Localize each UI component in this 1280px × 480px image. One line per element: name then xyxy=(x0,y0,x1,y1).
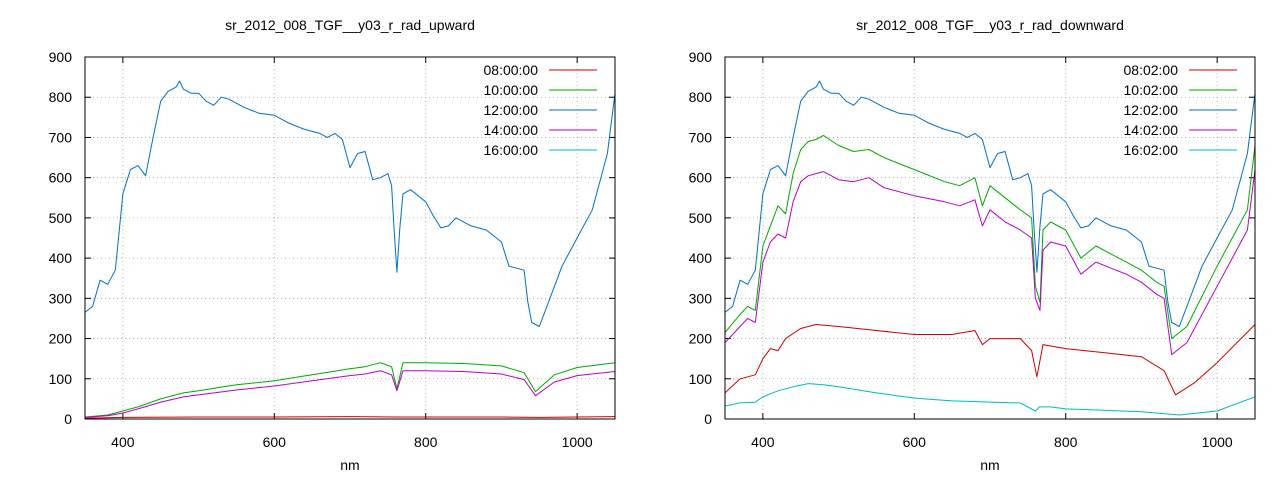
x-tick-label: 800 xyxy=(414,434,438,450)
y-tick-label: 600 xyxy=(689,170,713,186)
series-line xyxy=(725,324,1255,396)
series-group xyxy=(725,80,1255,416)
series-line xyxy=(85,370,615,418)
legend-label: 16:00:00 xyxy=(484,142,539,158)
series-line xyxy=(725,169,1255,356)
x-tick-label: 600 xyxy=(903,434,927,450)
x-tick-label: 400 xyxy=(751,434,775,450)
x-axis-label: nm xyxy=(340,457,359,473)
y-tick-label: 700 xyxy=(689,129,713,145)
y-tick-label: 300 xyxy=(49,290,73,306)
x-tick-label: 600 xyxy=(263,434,287,450)
legend-label: 16:02:00 xyxy=(1124,142,1179,158)
series-group xyxy=(85,80,615,419)
plot-frame xyxy=(84,56,616,420)
y-tick-label: 600 xyxy=(49,170,73,186)
legend-label: 10:00:00 xyxy=(484,82,539,98)
y-tick-label: 200 xyxy=(49,331,73,347)
series-line xyxy=(725,80,1255,327)
legend-label: 14:02:00 xyxy=(1124,122,1179,138)
chart-downward: sr_2012_008_TGF__y03_r_rad_downward nm 0… xyxy=(689,17,1256,473)
chart-title: sr_2012_008_TGF__y03_r_rad_upward xyxy=(225,17,475,33)
y-tick-label: 200 xyxy=(689,331,713,347)
chart-upward: sr_2012_008_TGF__y03_r_rad_upward nm 0 10… xyxy=(49,17,616,473)
y-tick-label: 300 xyxy=(689,290,713,306)
x-axis-label: nm xyxy=(980,457,999,473)
legend-label: 08:02:00 xyxy=(1124,62,1179,78)
chart-title: sr_2012_008_TGF__y03_r_rad_downward xyxy=(856,17,1124,33)
x-tick-label: 1000 xyxy=(1202,434,1233,450)
y-tick-label: 100 xyxy=(689,371,713,387)
y-tick-label: 700 xyxy=(49,129,73,145)
legend-label: 08:00:00 xyxy=(484,62,539,78)
series-line xyxy=(85,416,615,419)
y-tick-label: 100 xyxy=(49,371,73,387)
y-tick-label: 0 xyxy=(704,411,712,427)
x-tick-label: 400 xyxy=(111,434,135,450)
series-line xyxy=(85,362,615,418)
series-line xyxy=(725,134,1255,340)
legend-label: 12:00:00 xyxy=(484,102,539,118)
legend-label: 10:02:00 xyxy=(1124,82,1179,98)
y-tick-label: 900 xyxy=(49,49,73,65)
y-tick-label: 500 xyxy=(49,210,73,226)
x-tick-label: 800 xyxy=(1054,434,1078,450)
y-tick-label: 400 xyxy=(49,250,73,266)
y-tick-label: 900 xyxy=(689,49,713,65)
y-tick-label: 800 xyxy=(49,89,73,105)
y-tick-label: 500 xyxy=(689,210,713,226)
legend-label: 12:02:00 xyxy=(1124,102,1179,118)
y-tick-label: 800 xyxy=(689,89,713,105)
plot-frame xyxy=(724,56,1256,420)
y-tick-label: 0 xyxy=(64,411,72,427)
legend-label: 14:00:00 xyxy=(484,122,539,138)
y-tick-label: 400 xyxy=(689,250,713,266)
x-tick-label: 1000 xyxy=(562,434,593,450)
series-line xyxy=(725,383,1255,416)
series-line xyxy=(85,80,615,327)
